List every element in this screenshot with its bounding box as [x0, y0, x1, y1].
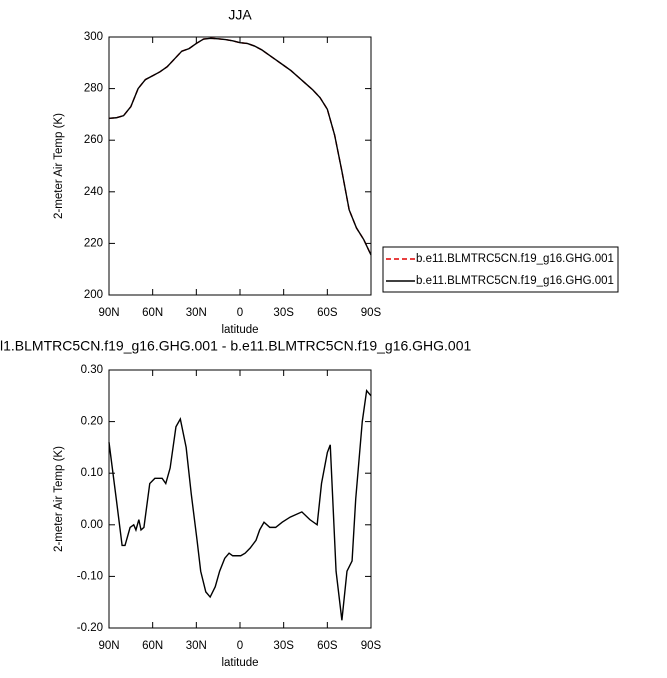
- y-tick-label: -0.20: [77, 622, 103, 634]
- x-tick-label: 30N: [186, 640, 207, 652]
- y-tick-label: 200: [84, 289, 103, 301]
- y-tick-label: 0.10: [81, 467, 103, 479]
- y-tick-label: 300: [84, 31, 103, 43]
- x-tick-label: 60N: [142, 640, 163, 652]
- x-tick-label: 90S: [361, 307, 382, 319]
- y-tick-label: -0.10: [77, 570, 103, 582]
- x-tick-label: 0: [237, 640, 243, 652]
- x-tick-label: 60S: [317, 307, 338, 319]
- x-axis-label: latitude: [221, 324, 258, 336]
- y-tick-label: 280: [84, 83, 103, 95]
- legend-box: [382, 246, 619, 293]
- x-tick-label: 90N: [98, 640, 119, 652]
- y-tick-label: 220: [84, 237, 103, 249]
- x-tick-label: 0: [237, 307, 243, 319]
- data-line: [108, 37, 372, 256]
- y-axis-label: 2-meter Air Temp (K): [53, 113, 65, 219]
- y-tick-label: 0.20: [81, 416, 103, 428]
- x-tick-label: 60N: [142, 307, 163, 319]
- data-line: [108, 388, 372, 621]
- y-tick-label: 260: [84, 134, 103, 146]
- legend-label: b.e11.BLMTRC5CN.f19_g16.GHG.001: [416, 275, 614, 287]
- y-axis-label: 2-meter Air Temp (K): [53, 446, 65, 552]
- data-line: [108, 37, 372, 256]
- x-tick-label: 60S: [317, 640, 338, 652]
- y-tick-label: 0.00: [81, 519, 103, 531]
- plot-frame: [108, 36, 372, 296]
- x-axis-label: latitude: [221, 657, 258, 669]
- x-tick-label: 30S: [273, 640, 294, 652]
- chart-title: JJA: [228, 7, 252, 23]
- y-tick-label: 240: [84, 186, 103, 198]
- x-tick-label: 30N: [186, 307, 207, 319]
- x-tick-label: 90N: [98, 307, 119, 319]
- x-tick-label: 30S: [273, 307, 294, 319]
- chart-title: l1.BLMTRC5CN.f19_g16.GHG.001 - b.e11.BLM…: [0, 338, 472, 354]
- x-tick-label: 90S: [361, 640, 382, 652]
- y-tick-label: 0.30: [81, 364, 103, 376]
- legend-label: b.e11.BLMTRC5CN.f19_g16.GHG.001: [416, 253, 614, 265]
